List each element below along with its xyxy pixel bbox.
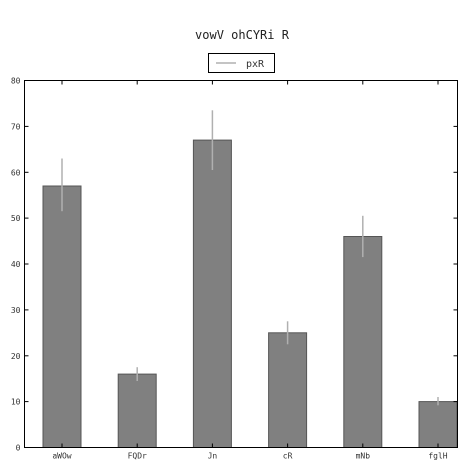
axes-frame <box>24 80 458 448</box>
bar-FQDr <box>117 373 157 449</box>
x-tick-label: Jn <box>208 452 218 461</box>
bar-Jn <box>192 139 232 448</box>
y-tick-label: 70 <box>11 122 21 131</box>
bar-mNb <box>343 236 383 448</box>
y-tick-label: 80 <box>11 77 21 86</box>
x-tick-label: mNb <box>356 452 371 461</box>
y-tick-label: 20 <box>11 352 21 361</box>
bar-aWOw <box>42 185 82 448</box>
x-tick-label: aWOw <box>52 452 71 461</box>
y-tick-label: 30 <box>11 306 21 315</box>
y-tick-label: 0 <box>16 444 21 453</box>
y-tick-label: 10 <box>11 398 21 407</box>
chart-title: vowV ohCYRi R <box>195 28 290 42</box>
axis-ticks: aWOw FQDr Jn cR mNb fglH 0 10 20 30 40 50 60 70 80 <box>11 77 458 461</box>
x-tick-label: fglH <box>428 452 447 461</box>
plot-area <box>42 110 458 449</box>
bar-fglH <box>418 401 458 449</box>
x-tick-label: cR <box>283 452 293 461</box>
legend-label: pxR <box>246 59 265 70</box>
y-tick-label: 50 <box>11 214 21 223</box>
legend-box <box>208 53 275 73</box>
legend: pxR <box>208 53 275 73</box>
y-tick-label: 60 <box>11 168 21 177</box>
x-tick-label: FQDr <box>128 452 147 461</box>
y-tick-label: 40 <box>11 260 21 269</box>
bar-cR <box>268 332 308 448</box>
